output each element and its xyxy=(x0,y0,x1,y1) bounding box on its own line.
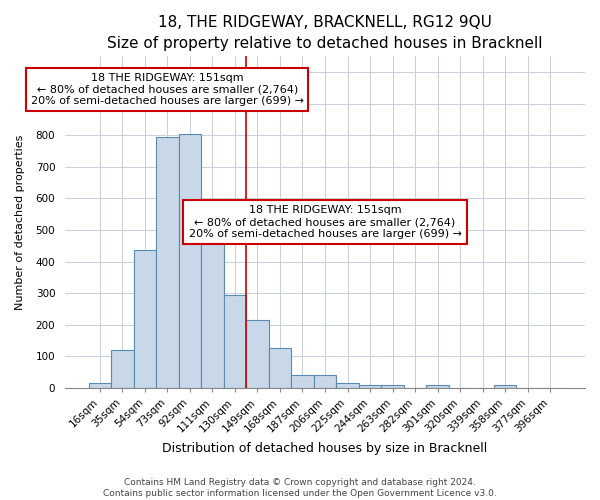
Bar xyxy=(359,384,381,388)
Bar xyxy=(269,348,291,388)
Bar xyxy=(246,320,269,388)
Bar xyxy=(201,202,224,388)
Bar xyxy=(291,375,314,388)
Bar xyxy=(314,375,336,388)
Bar xyxy=(494,384,517,388)
Bar xyxy=(134,250,156,388)
X-axis label: Distribution of detached houses by size in Bracknell: Distribution of detached houses by size … xyxy=(163,442,488,455)
Bar xyxy=(89,383,111,388)
Bar xyxy=(179,134,201,388)
Title: 18, THE RIDGEWAY, BRACKNELL, RG12 9QU
Size of property relative to detached hous: 18, THE RIDGEWAY, BRACKNELL, RG12 9QU Si… xyxy=(107,15,543,51)
Bar xyxy=(224,294,246,388)
Text: Contains HM Land Registry data © Crown copyright and database right 2024.
Contai: Contains HM Land Registry data © Crown c… xyxy=(103,478,497,498)
Bar xyxy=(336,383,359,388)
Bar xyxy=(111,350,134,388)
Bar xyxy=(427,384,449,388)
Bar xyxy=(156,137,179,388)
Y-axis label: Number of detached properties: Number of detached properties xyxy=(15,134,25,310)
Text: 18 THE RIDGEWAY: 151sqm
← 80% of detached houses are smaller (2,764)
20% of semi: 18 THE RIDGEWAY: 151sqm ← 80% of detache… xyxy=(31,73,304,106)
Text: 18 THE RIDGEWAY: 151sqm
← 80% of detached houses are smaller (2,764)
20% of semi: 18 THE RIDGEWAY: 151sqm ← 80% of detache… xyxy=(188,206,461,238)
Bar xyxy=(381,384,404,388)
